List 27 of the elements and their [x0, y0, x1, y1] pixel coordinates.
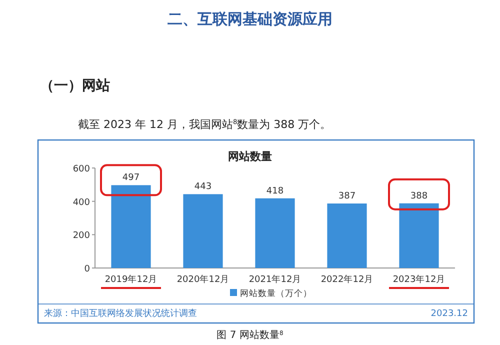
y-tick-label: 400 [72, 198, 90, 208]
y-tick-label: 0 [84, 264, 90, 274]
x-tick-label: 2020年12月 [176, 274, 230, 285]
bar [111, 185, 151, 268]
data-label: 497 [122, 173, 140, 184]
text: 2023.12 [430, 309, 468, 319]
chart-title: 网站数量 [228, 150, 272, 163]
y-tick-label: 600 [72, 164, 90, 174]
x-tick-label: 2022年12月 [320, 274, 374, 285]
y-tick-label: 200 [72, 231, 90, 242]
text: 二、互联网基础资源应用 [168, 10, 332, 28]
bar [399, 203, 439, 268]
source-note: 来源：中国互联网络发展状况统计调查 [44, 308, 197, 319]
caption: 图 7 网站数量$^{8}$ [216, 329, 284, 341]
data-label: 443 [194, 182, 212, 192]
text: （一）网站 [40, 78, 110, 94]
x-tick-label: 2019年12月 [104, 274, 158, 285]
data-label: 387 [338, 192, 356, 202]
text: 截至 2023 年 12 月，我国网站$^{8}$数量为 388 万个。 [78, 118, 332, 131]
data-label: 388 [410, 191, 428, 202]
legend-label: 网站数量（万个） [240, 288, 312, 299]
bar [255, 198, 295, 268]
bar [327, 204, 367, 268]
bar [183, 194, 223, 268]
x-tick-label: 2023年12月 [392, 274, 446, 285]
data-label: 418 [266, 186, 284, 196]
x-tick-label: 2021年12月 [248, 274, 302, 285]
